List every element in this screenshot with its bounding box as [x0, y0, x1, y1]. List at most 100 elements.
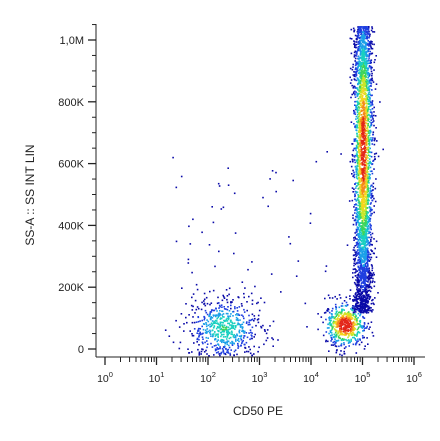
- data-point: [192, 334, 195, 337]
- data-point: [361, 277, 364, 279]
- data-point: [253, 315, 256, 317]
- data-point: [362, 57, 365, 59]
- data-point: [362, 316, 365, 319]
- data-point: [206, 340, 208, 342]
- data-point: [362, 276, 365, 279]
- data-point: [365, 129, 368, 132]
- data-point: [335, 310, 338, 313]
- data-point: [212, 327, 215, 329]
- data-point: [354, 236, 356, 238]
- data-point: [364, 88, 366, 90]
- data-point: [366, 296, 368, 299]
- data-point: [362, 113, 365, 115]
- data-point: [366, 38, 369, 40]
- data-point: [214, 338, 217, 341]
- data-point: [362, 279, 365, 281]
- data-point: [364, 84, 367, 86]
- data-point: [362, 295, 364, 297]
- data-point: [204, 309, 207, 312]
- data-point: [369, 243, 371, 246]
- data-point: [360, 91, 363, 93]
- data-point: [192, 218, 194, 221]
- data-point: [332, 320, 335, 323]
- data-point: [354, 337, 356, 340]
- data-point: [359, 194, 362, 196]
- data-point: [343, 353, 346, 355]
- data-point: [355, 229, 358, 231]
- data-point: [341, 305, 344, 307]
- data-point: [344, 319, 347, 321]
- data-point: [209, 325, 211, 328]
- data-point: [352, 295, 355, 297]
- data-point: [367, 76, 369, 79]
- data-point: [351, 326, 354, 328]
- data-point: [355, 320, 358, 323]
- data-point: [355, 285, 358, 287]
- data-point: [335, 349, 338, 352]
- data-point: [366, 211, 369, 213]
- data-point: [236, 323, 239, 326]
- data-point: [342, 319, 345, 322]
- data-point: [172, 156, 174, 159]
- data-point: [368, 260, 371, 262]
- data-point: [359, 50, 362, 53]
- data-point: [364, 164, 366, 166]
- data-point: [360, 291, 363, 293]
- data-point: [355, 173, 358, 175]
- data-point: [359, 254, 361, 256]
- data-point: [347, 339, 350, 341]
- data-point: [369, 62, 371, 64]
- data-point: [357, 312, 360, 315]
- data-point: [365, 273, 367, 275]
- data-point: [367, 118, 369, 121]
- data-point: [349, 315, 351, 317]
- data-point: [363, 300, 365, 302]
- data-point: [233, 354, 235, 357]
- data-point: [364, 43, 367, 46]
- data-point: [367, 173, 369, 176]
- data-point: [363, 181, 365, 183]
- data-point: [357, 326, 360, 329]
- data-point: [365, 156, 367, 159]
- data-point: [373, 31, 376, 33]
- data-point: [357, 97, 360, 100]
- data-point: [367, 322, 370, 325]
- data-point: [365, 193, 367, 196]
- data-point: [222, 350, 224, 353]
- data-point: [368, 285, 371, 287]
- data-point: [358, 113, 361, 115]
- data-point: [368, 144, 371, 146]
- data-point: [360, 77, 363, 79]
- data-point: [218, 314, 221, 317]
- data-point: [375, 83, 378, 85]
- data-point: [367, 162, 369, 165]
- data-point: [338, 321, 340, 323]
- data-point: [366, 223, 369, 226]
- data-point: [363, 261, 365, 264]
- data-point: [358, 81, 360, 83]
- data-point: [370, 85, 372, 87]
- data-point: [203, 298, 206, 301]
- data-point: [341, 338, 344, 340]
- data-point: [231, 340, 233, 343]
- data-point: [366, 130, 369, 133]
- data-point: [328, 311, 331, 314]
- x-tick-label: 100: [97, 370, 113, 385]
- data-point: [364, 33, 367, 36]
- data-point: [356, 109, 359, 111]
- data-point: [363, 46, 366, 49]
- data-point: [364, 97, 366, 100]
- data-point: [180, 175, 183, 178]
- data-point: [209, 290, 211, 293]
- data-point: [205, 325, 208, 328]
- data-point: [335, 322, 337, 325]
- data-point: [219, 326, 221, 328]
- data-point: [361, 156, 363, 159]
- data-point: [221, 324, 224, 326]
- data-point: [332, 341, 334, 344]
- data-point: [364, 142, 366, 144]
- data-point: [225, 328, 228, 331]
- data-point: [364, 190, 367, 193]
- data-point: [354, 100, 356, 103]
- data-point: [340, 319, 342, 321]
